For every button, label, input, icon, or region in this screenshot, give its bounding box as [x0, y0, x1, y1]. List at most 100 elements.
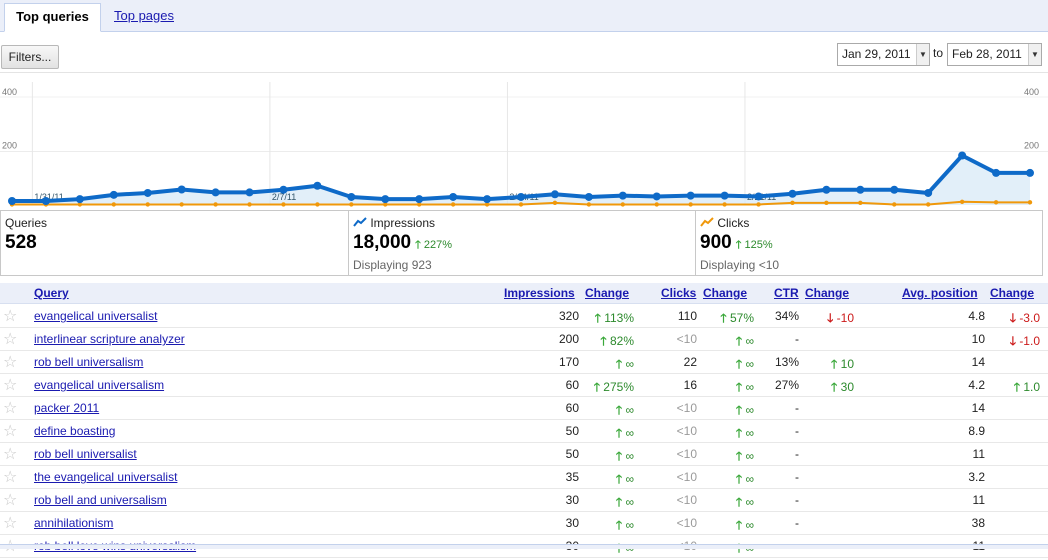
- impressions-point[interactable]: [686, 191, 695, 200]
- impressions-point[interactable]: [550, 190, 559, 199]
- impressions-cell: 30: [565, 493, 579, 507]
- query-link[interactable]: rob bell and universalism: [34, 493, 167, 507]
- change-value: ∞: [625, 449, 634, 463]
- star-icon[interactable]: ☆: [3, 446, 18, 463]
- impressions-point[interactable]: [652, 192, 661, 201]
- impressions-point[interactable]: [483, 195, 492, 204]
- impressions-point[interactable]: [75, 195, 84, 204]
- impressions-label-wrap: Impressions: [353, 216, 435, 230]
- star-icon[interactable]: ☆: [3, 423, 18, 440]
- star-icon[interactable]: ☆: [3, 400, 18, 417]
- impressions-point[interactable]: [279, 185, 288, 194]
- table-row: ☆ annihilationism 30 🡑 ∞ <10 🡑 ∞ - 38: [0, 512, 1048, 535]
- impressions-label: Impressions: [370, 216, 436, 230]
- y-tick-label: 400: [2, 87, 17, 97]
- impressions-point[interactable]: [1026, 168, 1034, 177]
- table-row: ☆ rob bell universalist 50 🡑 ∞ <10 🡑 ∞ - 11: [0, 443, 1048, 466]
- tab-top-pages[interactable]: Top pages: [114, 8, 174, 23]
- filters-button[interactable]: Filters...: [1, 45, 59, 69]
- impressions-point[interactable]: [415, 195, 424, 204]
- change-cell: 🡓 -10: [827, 309, 854, 330]
- col-query[interactable]: Query: [34, 286, 69, 300]
- star-icon[interactable]: ☆: [3, 331, 18, 348]
- queries-label: Queries: [5, 216, 48, 230]
- impressions-cell: 50: [565, 424, 579, 438]
- impressions-point[interactable]: [720, 191, 729, 200]
- change-value: 30: [840, 380, 854, 394]
- query-link[interactable]: rob bell universalism: [34, 355, 144, 369]
- impressions-point[interactable]: [381, 195, 390, 204]
- change-value: ∞: [625, 518, 634, 532]
- query-link[interactable]: packer 2011: [34, 401, 100, 415]
- clicks-point: [1027, 200, 1033, 205]
- tab-top-queries[interactable]: Top queries: [4, 3, 101, 32]
- impressions-point[interactable]: [856, 185, 865, 194]
- summary-clicks[interactable]: Clicks 900 🡑 125% Displaying <10: [695, 211, 1042, 275]
- query-link[interactable]: evangelical universalism: [34, 378, 165, 392]
- query-link[interactable]: rob bell universalist: [34, 447, 137, 461]
- change-value: ∞: [745, 518, 754, 532]
- query-link[interactable]: annihilationism: [34, 516, 114, 530]
- queries-value: 528: [5, 232, 37, 253]
- clicks-point: [450, 202, 456, 207]
- query-link[interactable]: the evangelical universalist: [34, 470, 178, 484]
- impressions-point[interactable]: [8, 196, 16, 205]
- start-date-select[interactable]: Jan 29, 2011 ▼: [837, 43, 930, 66]
- clicks-point: [213, 202, 218, 207]
- impressions-point[interactable]: [245, 188, 254, 197]
- col-impressions[interactable]: Impressions: [504, 286, 575, 300]
- impressions-point[interactable]: [788, 189, 797, 198]
- star-icon[interactable]: ☆: [3, 492, 18, 509]
- star-icon[interactable]: ☆: [3, 515, 18, 532]
- impressions-point[interactable]: [924, 188, 933, 197]
- col-clicks-change[interactable]: Change: [703, 286, 748, 300]
- col-ctr-change[interactable]: Change: [805, 286, 850, 300]
- date-range-separator: to: [933, 46, 944, 60]
- col-position-change[interactable]: Change: [990, 286, 1035, 300]
- impressions-point[interactable]: [109, 190, 118, 199]
- change-value: ∞: [745, 449, 754, 463]
- change-cell: 🡑 ∞: [616, 539, 634, 560]
- impressions-point[interactable]: [143, 188, 152, 197]
- table-row: ☆ interlinear scripture analyzer 200 🡑 82% <…: [0, 328, 1048, 351]
- position-cell: 14: [971, 355, 985, 369]
- impressions-point[interactable]: [822, 185, 831, 194]
- impressions-point[interactable]: [449, 192, 458, 201]
- impressions-point[interactable]: [177, 185, 186, 194]
- query-link[interactable]: interlinear scripture analyzer: [34, 332, 185, 346]
- impressions-line-icon: [353, 217, 367, 227]
- star-icon[interactable]: ☆: [3, 377, 18, 394]
- col-avg-position[interactable]: Avg. position: [902, 286, 978, 300]
- change-cell: 🡑 ∞: [736, 493, 754, 514]
- change-cell: 🡑 ∞: [616, 470, 634, 491]
- col-ctr[interactable]: CTR: [774, 286, 799, 300]
- col-impressions-change[interactable]: Change: [585, 286, 630, 300]
- star-icon[interactable]: ☆: [3, 308, 18, 325]
- arrow-up-icon: 🡑: [600, 334, 607, 348]
- change-cell: 🡑 ∞: [736, 332, 754, 353]
- impressions-point[interactable]: [992, 168, 1001, 177]
- star-icon[interactable]: ☆: [3, 469, 18, 486]
- table-row: ☆ define boasting 50 🡑 ∞ <10 🡑 ∞ - 8.9: [0, 420, 1048, 443]
- impressions-point[interactable]: [958, 151, 967, 160]
- end-date-select[interactable]: Feb 28, 2011 ▼: [947, 43, 1042, 66]
- query-link[interactable]: define boasting: [34, 424, 116, 438]
- chevron-down-icon: ▼: [1028, 44, 1041, 65]
- position-cell: 4.2: [968, 378, 985, 392]
- star-icon[interactable]: ☆: [3, 354, 18, 371]
- impressions-point[interactable]: [584, 192, 593, 201]
- query-link[interactable]: evangelical universalist: [34, 309, 158, 323]
- impressions-point[interactable]: [347, 192, 356, 201]
- impressions-point[interactable]: [41, 196, 50, 205]
- impressions-point[interactable]: [313, 181, 322, 190]
- change-value: 82%: [609, 334, 634, 348]
- summary-impressions[interactable]: Impressions 18,000 🡑 227% Displaying 923: [348, 211, 695, 275]
- table-header: Query Impressions Change Clicks Change C…: [0, 283, 1048, 304]
- impressions-point[interactable]: [754, 192, 763, 201]
- clicks-point: [315, 202, 320, 207]
- impressions-point[interactable]: [211, 188, 220, 197]
- col-clicks[interactable]: Clicks: [661, 286, 697, 300]
- impressions-point[interactable]: [890, 185, 899, 194]
- impressions-point[interactable]: [517, 192, 525, 201]
- impressions-point[interactable]: [618, 191, 627, 200]
